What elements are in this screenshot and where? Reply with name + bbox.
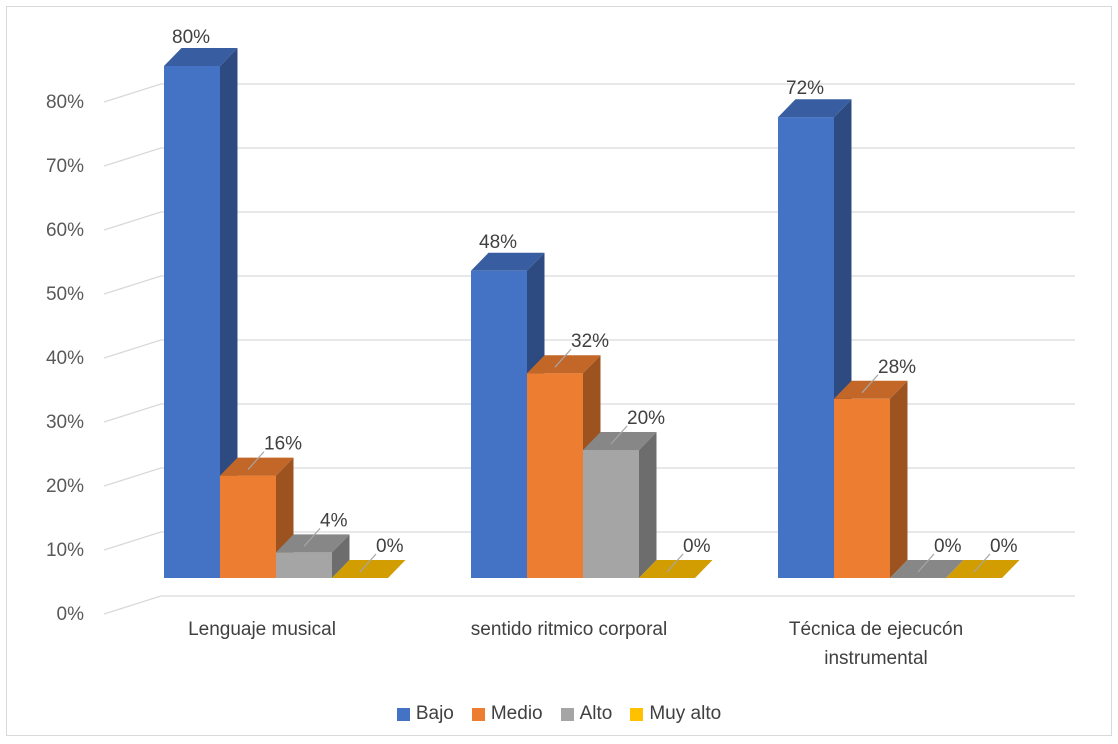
y-tick-label: 0% bbox=[57, 604, 85, 625]
data-label: 28% bbox=[878, 357, 916, 378]
bar-top bbox=[471, 252, 545, 271]
legend-label-alto: Alto bbox=[579, 703, 613, 724]
data-label: 0% bbox=[934, 536, 962, 557]
bar-front bbox=[834, 398, 890, 578]
bar-side bbox=[220, 48, 238, 578]
legend-swatch-alto bbox=[560, 707, 574, 721]
legend-item-medio[interactable]: Medio bbox=[471, 703, 543, 725]
bar-front bbox=[220, 475, 276, 578]
gridline bbox=[103, 595, 1075, 615]
bar-side bbox=[639, 432, 657, 578]
bar-front bbox=[527, 373, 583, 578]
label-leader bbox=[554, 348, 572, 368]
legend-label-muy-alto: Muy alto bbox=[649, 703, 722, 724]
legend-item-bajo[interactable]: Bajo bbox=[396, 703, 454, 725]
gridline bbox=[103, 467, 1075, 487]
bar-front bbox=[164, 66, 220, 578]
data-label: 80% bbox=[172, 27, 210, 48]
gridline bbox=[103, 147, 1075, 167]
y-tick-label: 50% bbox=[46, 284, 84, 305]
bar-top bbox=[164, 48, 238, 66]
bar-top bbox=[890, 560, 964, 578]
data-label: 4% bbox=[320, 510, 348, 531]
bar-top bbox=[220, 457, 294, 476]
data-label: 20% bbox=[627, 408, 665, 429]
gridline bbox=[103, 275, 1075, 295]
gridline bbox=[103, 531, 1075, 551]
bar-top bbox=[778, 99, 852, 118]
data-label: 16% bbox=[264, 434, 302, 455]
bar-front bbox=[471, 270, 527, 578]
label-leader bbox=[610, 425, 628, 445]
legend-label-medio: Medio bbox=[490, 703, 543, 724]
bar-front bbox=[583, 450, 639, 578]
gridline bbox=[103, 83, 1075, 103]
x-category-label: Lenguaje musical bbox=[188, 619, 336, 640]
label-leader bbox=[666, 553, 684, 573]
bar-front bbox=[778, 117, 834, 578]
label-leader bbox=[359, 553, 377, 573]
x-category-label: sentido ritmico corporal bbox=[471, 619, 667, 640]
bar-top bbox=[332, 560, 406, 578]
legend-swatch-medio bbox=[471, 707, 485, 721]
gridline bbox=[103, 211, 1075, 231]
gridline bbox=[103, 403, 1075, 423]
label-leader bbox=[247, 451, 265, 470]
label-leader bbox=[303, 528, 321, 547]
legend-swatch-bajo bbox=[396, 707, 410, 721]
x-category-label: Técnica de ejecucón bbox=[789, 619, 963, 640]
label-leader bbox=[861, 374, 879, 394]
bar-top bbox=[834, 380, 908, 399]
y-tick-label: 20% bbox=[46, 476, 84, 497]
y-tick-label: 70% bbox=[46, 156, 84, 177]
bar-front bbox=[276, 552, 332, 578]
bar-top bbox=[276, 534, 350, 553]
data-label: 32% bbox=[571, 331, 609, 352]
bar-top bbox=[639, 560, 713, 578]
legend-label-bajo: Bajo bbox=[415, 703, 454, 724]
gridline bbox=[103, 339, 1075, 359]
data-label: 48% bbox=[479, 232, 517, 253]
y-tick-label: 10% bbox=[46, 540, 84, 561]
data-label: 0% bbox=[683, 536, 711, 557]
legend-item-muy-alto[interactable]: Muy alto bbox=[630, 703, 721, 725]
bar-side bbox=[332, 534, 350, 578]
label-leader bbox=[917, 553, 935, 573]
data-label: 0% bbox=[990, 536, 1018, 557]
data-label: 0% bbox=[376, 536, 404, 557]
legend-item-alto[interactable]: Alto bbox=[560, 703, 613, 725]
bar-top bbox=[946, 560, 1020, 578]
x-category-label: instrumental bbox=[824, 648, 928, 669]
y-tick-label: 30% bbox=[46, 412, 84, 433]
y-tick-label: 80% bbox=[46, 92, 84, 113]
y-tick-label: 40% bbox=[46, 348, 84, 369]
bar-top bbox=[583, 432, 657, 450]
y-tick-label: 60% bbox=[46, 220, 84, 241]
label-leader bbox=[973, 553, 991, 573]
bar-side bbox=[890, 380, 908, 578]
data-label: 72% bbox=[786, 78, 824, 99]
legend: Bajo Medio Alto Muy alto bbox=[0, 703, 1118, 725]
bar-top bbox=[527, 355, 601, 374]
legend-swatch-muy-alto bbox=[630, 707, 644, 721]
